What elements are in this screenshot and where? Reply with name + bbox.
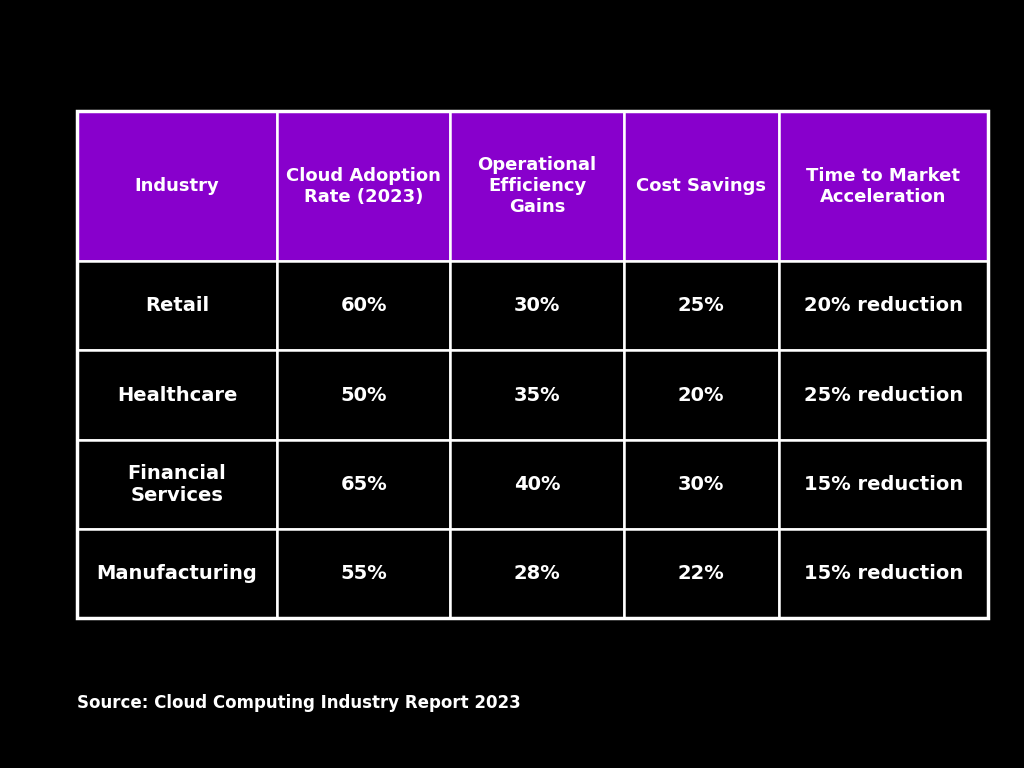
Text: 40%: 40% [514, 475, 560, 494]
Bar [77, 350, 278, 439]
Text: 25%: 25% [678, 296, 724, 315]
Text: 65%: 65% [341, 475, 387, 494]
Text: Industry: Industry [135, 177, 219, 195]
Bar [77, 111, 988, 618]
Text: Healthcare: Healthcare [117, 386, 238, 405]
Text: 25% reduction: 25% reduction [804, 386, 963, 405]
Bar [451, 350, 624, 439]
Text: 30%: 30% [678, 475, 724, 494]
Bar [278, 111, 451, 261]
Bar [624, 111, 778, 261]
Bar [77, 261, 278, 350]
Bar [278, 440, 451, 529]
Text: 22%: 22% [678, 564, 724, 583]
Bar [778, 261, 988, 350]
Text: Time to Market
Acceleration: Time to Market Acceleration [806, 167, 961, 206]
Bar [778, 111, 988, 261]
Bar [624, 440, 778, 529]
Bar [451, 440, 624, 529]
Bar [451, 261, 624, 350]
Text: 20%: 20% [678, 386, 724, 405]
Bar [624, 529, 778, 618]
Bar [77, 111, 278, 261]
Bar [624, 350, 778, 439]
Bar [278, 350, 451, 439]
Text: 55%: 55% [341, 564, 387, 583]
Bar [451, 111, 624, 261]
Bar [624, 261, 778, 350]
Bar [778, 350, 988, 439]
Text: 50%: 50% [341, 386, 387, 405]
Text: 35%: 35% [514, 386, 560, 405]
Text: 30%: 30% [514, 296, 560, 315]
Bar [778, 440, 988, 529]
Bar [77, 529, 278, 618]
Bar [77, 440, 278, 529]
Text: 15% reduction: 15% reduction [804, 564, 963, 583]
Bar [778, 529, 988, 618]
Bar [451, 529, 624, 618]
Text: Financial
Services: Financial Services [128, 464, 226, 505]
Bar [278, 261, 451, 350]
Text: Retail: Retail [145, 296, 209, 315]
Text: 15% reduction: 15% reduction [804, 475, 963, 494]
Text: 20% reduction: 20% reduction [804, 296, 963, 315]
Text: 28%: 28% [514, 564, 560, 583]
Bar [278, 529, 451, 618]
Text: 60%: 60% [341, 296, 387, 315]
Text: Source: Cloud Computing Industry Report 2023: Source: Cloud Computing Industry Report … [77, 694, 520, 712]
Text: Operational
Efficiency
Gains: Operational Efficiency Gains [477, 157, 597, 216]
Text: Manufacturing: Manufacturing [96, 564, 257, 583]
Text: Cloud Adoption
Rate (2023): Cloud Adoption Rate (2023) [287, 167, 441, 206]
Text: Cost Savings: Cost Savings [636, 177, 766, 195]
